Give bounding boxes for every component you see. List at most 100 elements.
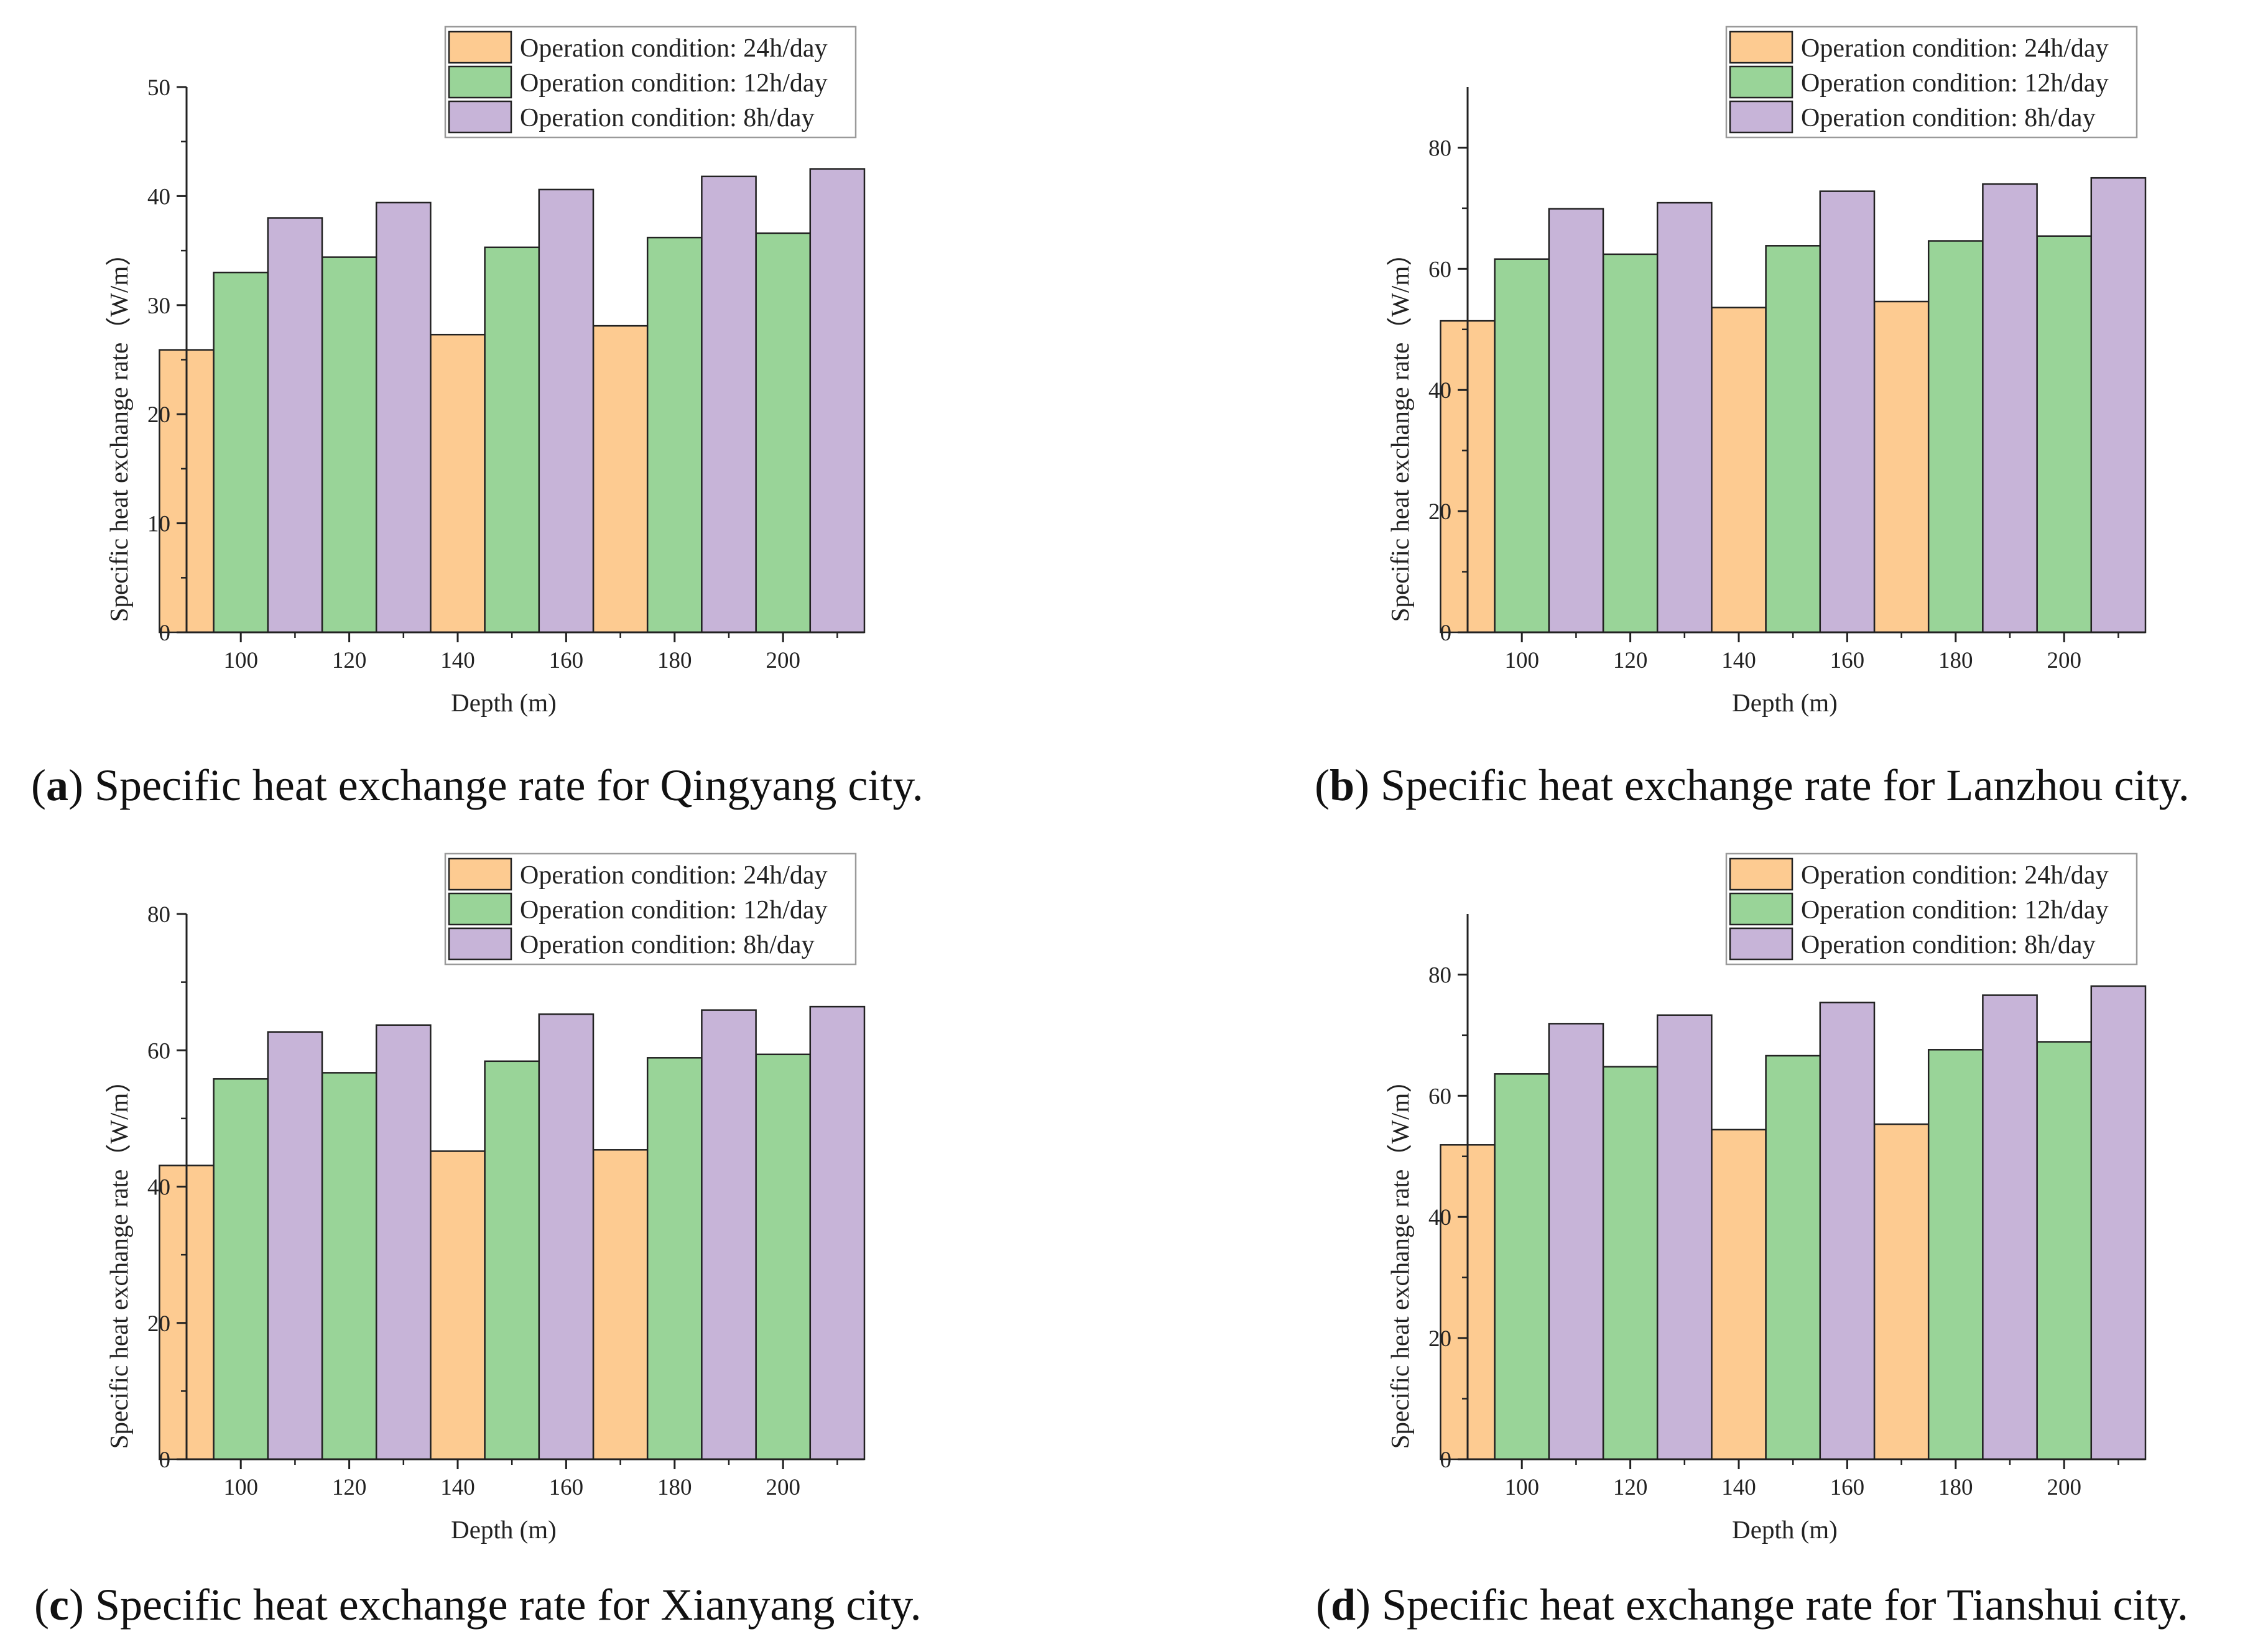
- legend-label-d-1: Operation condition: 12h/day: [1801, 896, 2109, 925]
- bar-d-s0-2: [1711, 1128, 1767, 1460]
- x-tick-label-c-0: 100: [223, 1475, 258, 1500]
- bar-b-s0-3: [1873, 300, 1930, 634]
- y-tick-label-b-3: 60: [1428, 257, 1451, 282]
- bar-d-s1-2: [1765, 1054, 1821, 1460]
- bar-d-s1-4: [2036, 1041, 2093, 1460]
- x-tick-label-b-5: 200: [2047, 648, 2081, 673]
- caption-b-text: Specific heat exchange rate for Lanzhou …: [1381, 760, 2190, 810]
- chart-panel-d: 0 20 40 60 80 100 120 140 160 180 200 Depth (m) Spec…: [1281, 827, 2251, 1573]
- y-tick-label-b-1: 20: [1428, 499, 1451, 525]
- x-tick-label-a-2: 140: [440, 648, 475, 673]
- bar-b-s0-2: [1711, 307, 1767, 634]
- bar-c-s1-3: [646, 1057, 703, 1460]
- x-axis-title-d: Depth (m): [1732, 1515, 1838, 1544]
- x-tick-label-b-1: 120: [1613, 648, 1648, 673]
- legend-swatch-b-1: [1729, 65, 1793, 99]
- x-tick-label-c-5: 200: [766, 1475, 800, 1500]
- chart-panel-c: 0 20 40 60 80 100 120 140 160 180 200 Depth (m) Spec…: [0, 827, 970, 1573]
- x-tick-label-c-1: 120: [332, 1475, 367, 1500]
- y-tick-label-c-3: 60: [147, 1038, 170, 1064]
- y-tick-label-a-5: 50: [147, 75, 170, 101]
- y-tick-label-d-1: 20: [1428, 1326, 1451, 1352]
- bar-a-s2-3: [701, 175, 757, 634]
- x-tick-label-b-0: 100: [1504, 648, 1539, 673]
- legend-label-c-0: Operation condition: 24h/day: [520, 861, 828, 890]
- legend-swatch-d-1: [1729, 892, 1793, 926]
- legend-label-a-2: Operation condition: 8h/day: [520, 104, 815, 132]
- bar-a-s0-2: [430, 333, 486, 634]
- x-tick-label-d-2: 140: [1721, 1475, 1756, 1500]
- x-tick-label-d-4: 180: [1938, 1475, 1973, 1500]
- bar-c-s0-2: [430, 1150, 486, 1460]
- y-tick-label-b-2: 40: [1428, 378, 1451, 404]
- bar-chart-d: 0 20 40 60 80 100 120 140 160 180 200 Depth (m) Spec…: [1386, 852, 2147, 1544]
- bar-b-s1-4: [2036, 235, 2093, 634]
- caption-a-letter: a: [45, 760, 68, 810]
- x-tick-label-c-2: 140: [440, 1475, 475, 1500]
- caption-c: (c) Specific heat exchange rate for Xian…: [34, 1580, 922, 1630]
- x-tick-label-b-4: 180: [1938, 648, 1973, 673]
- bar-c-s1-2: [484, 1060, 540, 1460]
- legend-swatch-b-0: [1729, 30, 1793, 64]
- legend-swatch-d-2: [1729, 927, 1793, 961]
- y-axis-title-b: Specific heat exchange rate（W/m）: [1386, 241, 1414, 622]
- bar-a-s1-3: [646, 236, 703, 634]
- legend-swatch-a-1: [448, 65, 512, 99]
- legend-label-a-1: Operation condition: 12h/day: [520, 69, 828, 98]
- caption-d-text: Specific heat exchange rate for Tianshui…: [1382, 1580, 2188, 1630]
- y-tick-label-a-0: 0: [159, 621, 171, 646]
- y-tick-label-d-3: 60: [1428, 1084, 1451, 1109]
- bar-c-s2-1: [375, 1024, 432, 1460]
- y-axis-title-d: Specific heat exchange rate（W/m）: [1386, 1068, 1414, 1449]
- bar-c-s0-3: [592, 1149, 649, 1460]
- bar-b-s2-0: [1548, 208, 1604, 634]
- x-axis-title-c: Depth (m): [451, 1515, 557, 1544]
- bar-c-s1-0: [213, 1078, 269, 1460]
- legend-swatch-a-0: [448, 30, 512, 64]
- legend-c: [444, 852, 857, 966]
- caption-a-text: Specific heat exchange rate for Qingyang…: [94, 760, 923, 810]
- bar-d-s1-1: [1602, 1066, 1659, 1460]
- y-tick-label-a-2: 20: [147, 402, 170, 428]
- x-tick-label-d-3: 160: [1830, 1475, 1865, 1500]
- caption-c-letter: c: [49, 1580, 69, 1630]
- y-tick-label-a-3: 30: [147, 293, 170, 319]
- bar-b-s1-2: [1765, 245, 1821, 634]
- x-tick-label-d-0: 100: [1504, 1475, 1539, 1500]
- x-tick-label-d-5: 200: [2047, 1475, 2081, 1500]
- bar-c-s2-0: [267, 1031, 323, 1460]
- legend-d: [1725, 852, 2138, 966]
- y-tick-label-c-0: 0: [159, 1447, 171, 1473]
- legend-label-c-2: Operation condition: 8h/day: [520, 931, 815, 959]
- bar-a-s1-0: [213, 271, 269, 634]
- bar-a-s1-4: [755, 232, 812, 634]
- x-tick-label-b-3: 160: [1830, 648, 1865, 673]
- bar-c-s1-4: [755, 1053, 812, 1460]
- chart-panel-a: 0 10 20 30 40 50 100 120 140 160 180 200 Depth (m) Sp…: [0, 0, 970, 746]
- bar-d-s0-3: [1873, 1123, 1930, 1460]
- bar-c-s2-2: [538, 1013, 595, 1460]
- legend-b: [1725, 25, 2138, 139]
- y-tick-label-d-0: 0: [1440, 1447, 1452, 1473]
- bar-a-s1-2: [484, 246, 540, 634]
- legend-a: [444, 25, 857, 139]
- bar-a-s0-3: [592, 325, 649, 634]
- bar-a-s2-0: [267, 217, 323, 634]
- bar-b-s2-4: [2090, 177, 2147, 634]
- x-axis-title-a: Depth (m): [451, 688, 557, 717]
- x-tick-label-b-2: 140: [1721, 648, 1756, 673]
- x-tick-label-a-3: 160: [549, 648, 584, 673]
- x-tick-label-d-1: 120: [1613, 1475, 1648, 1500]
- bar-b-s1-3: [1927, 240, 1984, 634]
- bar-a-s1-1: [321, 256, 377, 634]
- legend-swatch-d-0: [1729, 857, 1793, 891]
- bar-chart-c: 0 20 40 60 80 100 120 140 160 180 200 Depth (m) Spec…: [104, 852, 866, 1544]
- caption-a: (a) Specific heat exchange rate for Qing…: [31, 760, 923, 810]
- y-tick-label-c-2: 40: [147, 1175, 170, 1201]
- legend-label-b-1: Operation condition: 12h/day: [1801, 69, 2109, 98]
- caption-d-letter: d: [1330, 1580, 1356, 1630]
- y-tick-label-c-4: 80: [147, 902, 170, 928]
- bar-a-s2-2: [538, 188, 595, 634]
- legend-label-c-1: Operation condition: 12h/day: [520, 896, 828, 925]
- bar-c-s2-4: [809, 1005, 866, 1460]
